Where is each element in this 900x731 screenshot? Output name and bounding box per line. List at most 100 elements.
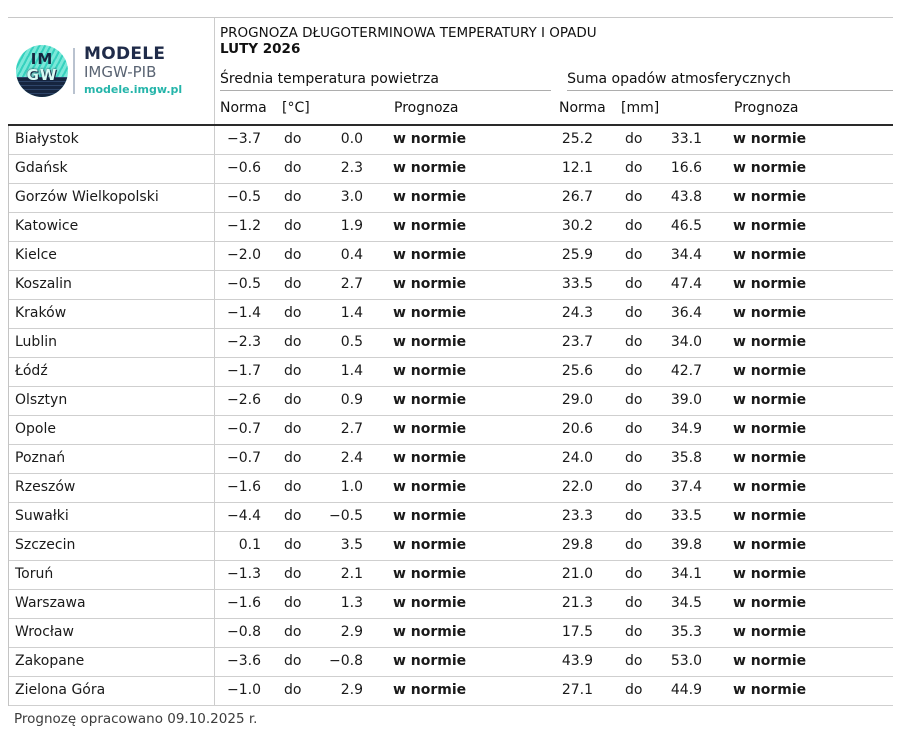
precip-norm-low-cell: 21.0 <box>561 566 593 582</box>
precip-do-cell: do <box>625 218 643 234</box>
precip-norm-high-cell: 34.0 <box>670 334 702 350</box>
city-cell: Opole <box>9 416 215 444</box>
precip-unit-header: [mm] <box>621 100 660 116</box>
table-row: Olsztyn −2.6 do 0.9 w normie 29.0 do 39.… <box>9 387 893 416</box>
city-cell: Zielona Góra <box>9 677 215 705</box>
precip-do-cell: do <box>625 160 643 176</box>
precip-do-cell: do <box>625 189 643 205</box>
precip-norm-low-cell: 25.9 <box>561 247 593 263</box>
temp-norm-low-cell: −1.6 <box>227 595 261 611</box>
precip-prognoza-cell: w normie <box>733 653 807 669</box>
temp-prognoza-cell: w normie <box>393 131 467 147</box>
precip-do-cell: do <box>625 508 643 524</box>
temp-do-cell: do <box>284 131 302 147</box>
temp-do-cell: do <box>284 218 302 234</box>
city-cell: Kielce <box>9 242 215 270</box>
precip-norm-high-cell: 33.1 <box>670 131 702 147</box>
precip-norm-low-cell: 20.6 <box>561 421 593 437</box>
logo-cell: IM GW MODELE IMGW-PIB modele.imgw.pl <box>8 18 215 124</box>
temp-norm-low-cell: −0.5 <box>227 276 261 292</box>
precip-norm-high-cell: 16.6 <box>670 160 702 176</box>
temp-prognoza-cell: w normie <box>393 334 467 350</box>
temp-norm-high-cell: 2.9 <box>340 624 363 640</box>
precip-group-header: Suma opadów atmosferycznych <box>567 71 894 91</box>
table-row: Kielce −2.0 do 0.4 w normie 25.9 do 34.4… <box>9 242 893 271</box>
precip-prognoza-cell: w normie <box>733 305 807 321</box>
temp-prognoza-cell: w normie <box>393 595 467 611</box>
temp-do-cell: do <box>284 653 302 669</box>
table-row: Warszawa −1.6 do 1.3 w normie 21.3 do 34… <box>9 590 893 619</box>
city-cell: Wrocław <box>9 619 215 647</box>
temp-norm-high-cell: 0.9 <box>340 392 363 408</box>
temp-norm-high-cell: 2.4 <box>340 450 363 466</box>
temp-prognoza-header: Prognoza <box>394 100 459 116</box>
city-cell: Koszalin <box>9 271 215 299</box>
precip-do-cell: do <box>625 392 643 408</box>
temp-prognoza-cell: w normie <box>393 305 467 321</box>
precip-norm-low-cell: 43.9 <box>561 653 593 669</box>
precip-do-cell: do <box>625 305 643 321</box>
table-row: Poznań −0.7 do 2.4 w normie 24.0 do 35.8… <box>9 445 893 474</box>
page-title: PROGNOZA DŁUGOTERMINOWA TEMPERATURY I OP… <box>220 25 597 41</box>
temp-prognoza-cell: w normie <box>393 479 467 495</box>
table-row: Toruń −1.3 do 2.1 w normie 21.0 do 34.1 … <box>9 561 893 590</box>
temp-norm-high-cell: 0.5 <box>340 334 363 350</box>
temp-prognoza-cell: w normie <box>393 624 467 640</box>
temp-norm-low-cell: −1.6 <box>227 479 261 495</box>
temp-norm-low-cell: −2.0 <box>227 247 261 263</box>
temp-norm-high-cell: 2.3 <box>340 160 363 176</box>
precip-norm-high-cell: 33.5 <box>670 508 702 524</box>
temp-norma-header: Norma <box>220 100 267 116</box>
precip-norm-low-cell: 22.0 <box>561 479 593 495</box>
temp-do-cell: do <box>284 566 302 582</box>
precip-prognoza-cell: w normie <box>733 334 807 350</box>
temp-norm-low-cell: −1.4 <box>227 305 261 321</box>
precip-norm-high-cell: 47.4 <box>670 276 702 292</box>
temp-norm-high-cell: −0.8 <box>329 653 363 669</box>
temp-do-cell: do <box>284 189 302 205</box>
temp-norm-low-cell: −1.0 <box>227 682 261 698</box>
temp-norm-high-cell: 2.7 <box>340 421 363 437</box>
table-row: Białystok −3.7 do 0.0 w normie 25.2 do 3… <box>9 126 893 155</box>
city-cell: Lublin <box>9 329 215 357</box>
table-row: Opole −0.7 do 2.7 w normie 20.6 do 34.9 … <box>9 416 893 445</box>
precip-do-cell: do <box>625 421 643 437</box>
precip-norm-high-cell: 35.3 <box>670 624 702 640</box>
temp-norm-high-cell: 1.9 <box>340 218 363 234</box>
temp-norm-high-cell: 1.3 <box>340 595 363 611</box>
temp-prognoza-cell: w normie <box>393 189 467 205</box>
logo-gw-text: GW <box>26 66 58 84</box>
temp-norm-low-cell: −0.6 <box>227 160 261 176</box>
imgw-logo-icon: IM GW <box>16 45 68 97</box>
city-cell: Olsztyn <box>9 387 215 415</box>
temp-do-cell: do <box>284 392 302 408</box>
imgw-logo[interactable]: IM GW MODELE IMGW-PIB modele.imgw.pl <box>16 45 182 97</box>
precip-norm-high-cell: 34.9 <box>670 421 702 437</box>
temp-unit-header: [°C] <box>282 100 310 116</box>
precip-norm-low-cell: 30.2 <box>561 218 593 234</box>
temp-norm-high-cell: 2.7 <box>340 276 363 292</box>
temp-do-cell: do <box>284 305 302 321</box>
precip-norm-low-cell: 17.5 <box>561 624 593 640</box>
table-row: Szczecin 0.1 do 3.5 w normie 29.8 do 39.… <box>9 532 893 561</box>
logo-text-block: MODELE IMGW-PIB modele.imgw.pl <box>84 46 182 95</box>
temp-prognoza-cell: w normie <box>393 363 467 379</box>
precip-prognoza-cell: w normie <box>733 479 807 495</box>
precip-do-cell: do <box>625 479 643 495</box>
temp-norm-high-cell: −0.5 <box>329 508 363 524</box>
temp-do-cell: do <box>284 160 302 176</box>
logo-org: IMGW-PIB <box>84 63 157 82</box>
precip-norm-low-cell: 24.3 <box>561 305 593 321</box>
city-cell: Łódź <box>9 358 215 386</box>
logo-site-link[interactable]: modele.imgw.pl <box>84 83 183 97</box>
temp-norm-low-cell: −3.7 <box>227 131 261 147</box>
temp-norm-low-cell: −1.2 <box>227 218 261 234</box>
precip-norm-low-cell: 33.5 <box>561 276 593 292</box>
precip-do-cell: do <box>625 537 643 553</box>
temp-do-cell: do <box>284 363 302 379</box>
precip-norm-low-cell: 12.1 <box>561 160 593 176</box>
temp-prognoza-cell: w normie <box>393 653 467 669</box>
temp-norm-low-cell: −2.3 <box>227 334 261 350</box>
temp-norm-high-cell: 2.9 <box>340 682 363 698</box>
